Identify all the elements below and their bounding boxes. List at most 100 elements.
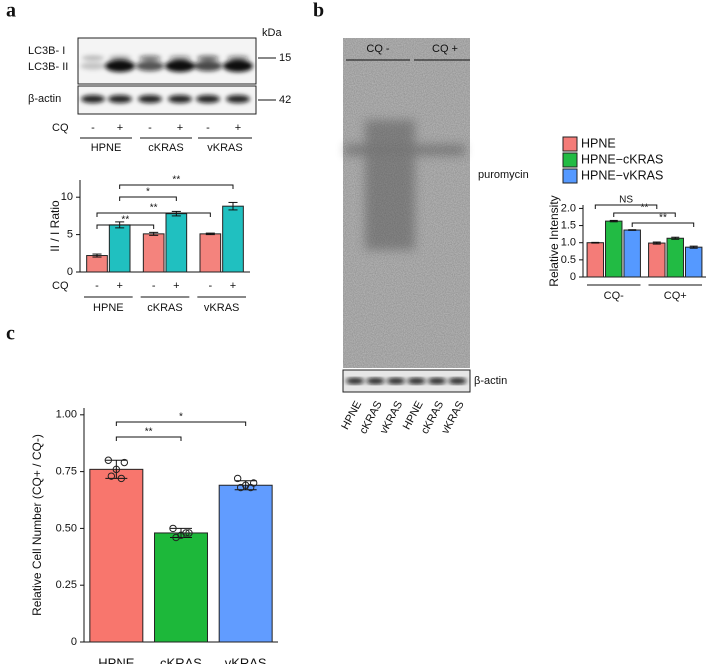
bar bbox=[154, 532, 208, 643]
significance-label: * bbox=[179, 412, 183, 423]
data-point bbox=[107, 472, 116, 480]
bar bbox=[108, 224, 131, 273]
significance-label: ** bbox=[150, 203, 158, 214]
bar bbox=[222, 205, 244, 273]
band-label: β-actin bbox=[28, 93, 61, 105]
y-tick-label: 0 bbox=[67, 266, 73, 278]
x-tick-label: CQ- bbox=[604, 290, 625, 302]
band bbox=[138, 95, 162, 103]
condition-label: - bbox=[95, 280, 99, 292]
condition-label: + bbox=[177, 122, 183, 134]
band bbox=[193, 60, 223, 72]
blot-b: CQ - CQ + puromycin β-actin HPNEcKRASvKR… bbox=[339, 38, 529, 436]
panel-label: b bbox=[313, 0, 324, 22]
bar bbox=[586, 242, 605, 278]
error-bar bbox=[652, 241, 661, 245]
band bbox=[135, 60, 165, 72]
error-bar bbox=[149, 231, 159, 236]
legend-label: HPNE−cKRAS bbox=[581, 152, 663, 166]
band bbox=[80, 62, 106, 70]
bar bbox=[623, 229, 641, 278]
blot-a: kDa LC3B- I LC3B- II β-actin 15 42 CQ - +… bbox=[28, 27, 291, 154]
blot-frame bbox=[77, 37, 257, 85]
data-point bbox=[120, 458, 129, 467]
significance-label: ** bbox=[659, 213, 667, 224]
x-tick-label: vKRAS bbox=[225, 655, 267, 664]
bar bbox=[684, 246, 703, 278]
error-bar bbox=[671, 236, 680, 240]
bar bbox=[218, 484, 273, 643]
x-tick-label: HPNE bbox=[93, 302, 124, 314]
band bbox=[169, 55, 191, 61]
x-tick-label: cKRAS bbox=[160, 655, 202, 664]
bar bbox=[86, 255, 108, 273]
y-tick-label: 0 bbox=[71, 636, 77, 648]
condition-label: - bbox=[148, 122, 152, 134]
y-tick-label: 10 bbox=[61, 191, 73, 203]
data-point bbox=[172, 533, 180, 542]
x-axis-label: CQ bbox=[52, 280, 69, 292]
y-tick-label: 0.25 bbox=[56, 579, 77, 591]
bar bbox=[142, 233, 165, 273]
y-tick-label: 2.0 bbox=[561, 202, 576, 214]
band bbox=[165, 60, 195, 72]
y-tick-label: 1.0 bbox=[561, 237, 576, 249]
treatment-label: CQ bbox=[52, 122, 69, 134]
significance-bracket bbox=[613, 212, 676, 217]
band bbox=[108, 95, 132, 103]
condition-label: + bbox=[117, 122, 123, 134]
bar bbox=[89, 468, 144, 643]
significance-bracket bbox=[96, 212, 211, 217]
error-bar bbox=[228, 201, 238, 211]
blot-frame bbox=[77, 85, 257, 115]
panel-label: c bbox=[6, 323, 15, 345]
band bbox=[139, 55, 161, 61]
condition-label: - bbox=[91, 122, 95, 134]
gel-smear bbox=[345, 120, 465, 250]
y-tick-label: 1.00 bbox=[56, 409, 77, 421]
significance-bracket bbox=[115, 436, 182, 441]
significance-bracket bbox=[594, 204, 658, 209]
significance-label: ** bbox=[641, 203, 649, 214]
band bbox=[226, 95, 250, 103]
data-point bbox=[233, 474, 242, 483]
y-axis-label: II / I Ratio bbox=[48, 200, 62, 252]
y-tick-label: 0.5 bbox=[561, 254, 576, 266]
condition-label: - bbox=[152, 280, 156, 292]
legend-swatch bbox=[562, 168, 578, 184]
data-point bbox=[104, 456, 113, 464]
error-bar bbox=[689, 245, 698, 249]
condition-label: + bbox=[173, 280, 179, 292]
error-bar bbox=[92, 253, 102, 258]
error-bar bbox=[591, 241, 600, 244]
band bbox=[366, 377, 385, 385]
band bbox=[105, 60, 135, 72]
significance-bracket bbox=[119, 196, 177, 201]
condition-label: - bbox=[208, 280, 212, 292]
condition-label: - bbox=[206, 122, 210, 134]
x-tick-label: cKRAS bbox=[147, 302, 182, 314]
marker-label: 42 bbox=[279, 94, 291, 106]
y-axis-label: Relative Intensity bbox=[547, 195, 561, 286]
y-tick-label: 1.5 bbox=[561, 219, 576, 231]
y-tick-label: 0 bbox=[570, 271, 576, 283]
legend-swatch bbox=[562, 152, 578, 168]
data-point bbox=[185, 529, 193, 537]
condition-label: + bbox=[116, 280, 122, 292]
error-bar bbox=[170, 527, 192, 538]
significance-bracket bbox=[96, 224, 155, 229]
group-label: vKRAS bbox=[207, 142, 242, 154]
group-label: cKRAS bbox=[148, 142, 183, 154]
condition-label: CQ - bbox=[366, 43, 390, 55]
significance-label: ** bbox=[145, 427, 153, 438]
significance-label: NS bbox=[619, 195, 633, 206]
x-tick-label: vKRAS bbox=[204, 302, 239, 314]
band bbox=[223, 60, 253, 72]
y-axis-label: Relative Cell Number (CQ+ / CQ-) bbox=[30, 434, 44, 616]
significance-bracket bbox=[115, 421, 247, 426]
bar bbox=[199, 233, 222, 273]
band bbox=[346, 377, 364, 385]
marker-label: 15 bbox=[279, 52, 291, 64]
legend-swatch bbox=[562, 136, 578, 152]
